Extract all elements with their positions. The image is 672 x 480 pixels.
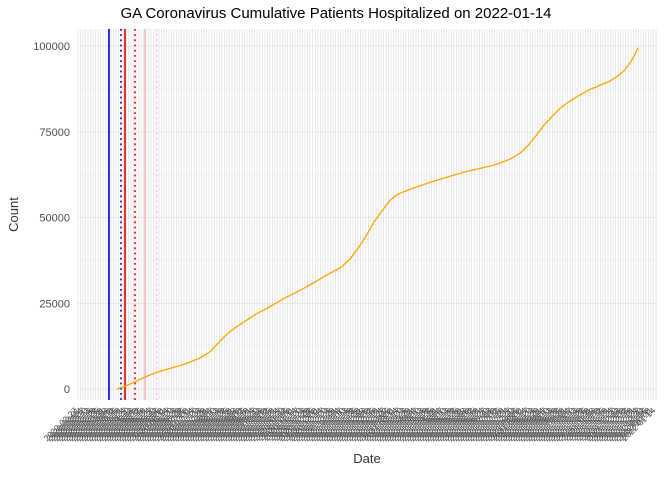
y-tick-label: 50000 xyxy=(39,213,70,225)
y-tick-label: 75000 xyxy=(39,127,70,139)
chart-title: GA Coronavirus Cumulative Patients Hospi… xyxy=(120,5,552,22)
event-vlines xyxy=(108,29,158,400)
hospitalized-series-line xyxy=(116,47,639,390)
x-gridlines xyxy=(77,29,657,400)
y-tick-label: 0 xyxy=(64,384,70,396)
x-axis-title: Date xyxy=(353,451,381,466)
y-gridlines xyxy=(78,45,656,390)
x-tick-labels: 2020-02-272020-03-012020-03-042020-03-07… xyxy=(42,405,658,443)
y-tick-label: 100000 xyxy=(33,41,70,53)
y-tick-labels: 0 25000 50000 75000 100000 xyxy=(33,41,70,396)
y-tick-label: 25000 xyxy=(39,298,70,310)
